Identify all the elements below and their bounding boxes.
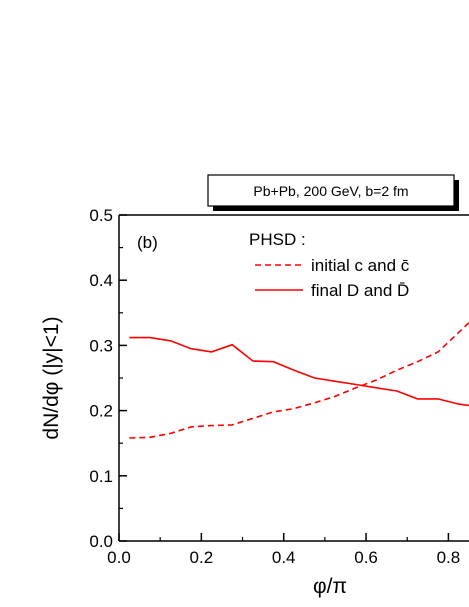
- series-initial-c-line: [129, 322, 469, 439]
- y-tick-label: 0.3: [89, 336, 113, 355]
- y-axis-ticks: 0.0 0.1 0.2 0.3 0.4 0.5: [89, 206, 127, 551]
- x-tick-label: 0.2: [190, 548, 214, 567]
- x-axis-title: φ/π: [313, 575, 347, 598]
- info-box-frame: [207, 174, 455, 207]
- info-box: Pb+Pb, 200 GeV, b=2 fm: [207, 174, 459, 211]
- y-tick-label: 0.4: [89, 271, 113, 290]
- legend-label-final-d: final D and D̄: [311, 281, 409, 300]
- legend-title: PHSD :: [249, 230, 306, 249]
- y-tick-label: 0.1: [89, 467, 113, 486]
- x-axis-ticks: 0.0 0.2 0.4 0.6 0.8: [107, 533, 460, 567]
- y-tick-label: 0.0: [89, 532, 113, 551]
- legend-label-initial-c: initial c and c̄: [311, 256, 410, 275]
- legend: PHSD : initial c and c̄ final D and D̄: [249, 230, 410, 300]
- info-box-text: Pb+Pb, 200 GeV, b=2 fm: [253, 183, 408, 199]
- series-final-d-line: [129, 336, 469, 407]
- y-tick-label: 0.2: [89, 402, 113, 421]
- panel-label: (b): [137, 233, 158, 252]
- y-axis-title: dN/dφ (|y|<1): [40, 316, 63, 439]
- x-tick-label: 0.4: [272, 548, 296, 567]
- y-tick-label: 0.5: [89, 206, 113, 225]
- x-tick-label: 0.8: [437, 548, 461, 567]
- x-tick-label: 0.0: [107, 548, 131, 567]
- x-tick-label: 0.6: [354, 548, 378, 567]
